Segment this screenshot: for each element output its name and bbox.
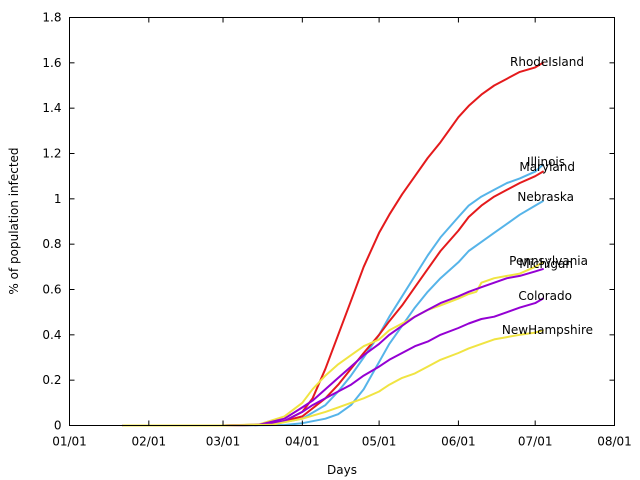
series-label-michigan: Michigan xyxy=(519,257,573,271)
series-line-michigan xyxy=(122,268,544,427)
y-tick-label: 1.6 xyxy=(42,56,61,70)
series-line-pennsylvania xyxy=(122,261,544,427)
y-tick-label: 0.4 xyxy=(42,328,61,342)
y-tick-label: 1.8 xyxy=(42,11,61,25)
series-line-nebraska xyxy=(122,200,544,427)
x-axis-label: Days xyxy=(327,463,357,477)
series-label-rhodeisland: RhodeIsland xyxy=(510,55,584,69)
x-tick-label: 08/01 xyxy=(597,435,632,449)
y-tick-label: 0.6 xyxy=(42,283,61,297)
series-label-nebraska: Nebraska xyxy=(517,190,574,204)
x-tick-label: 07/01 xyxy=(518,435,553,449)
x-tick-label: 03/01 xyxy=(206,435,241,449)
series-label-pennsylvania: Pennsylvania xyxy=(509,254,588,268)
y-axis-label: % of population infected xyxy=(7,147,21,294)
axes-layer: 0 0.2 0.4 0.6 0.8 1 1.2 1.4 1.6 1.8 01/01 02/01 03/0… xyxy=(42,11,631,449)
y-tick-label: 1.4 xyxy=(42,101,61,115)
series-layer xyxy=(122,61,544,427)
series-label-illinois: Illinois xyxy=(527,155,565,169)
x-tick-label: 06/01 xyxy=(441,435,476,449)
y-tick-label: 1.2 xyxy=(42,147,61,161)
series-line-newhampshire xyxy=(122,329,544,427)
x-tick-label: 01/01 xyxy=(52,435,87,449)
series-label-newhampshire: NewHampshire xyxy=(502,323,593,337)
y-tick-label: 1 xyxy=(54,192,62,206)
series-label-maryland: Maryland xyxy=(519,160,575,174)
y-tick-label: 0.8 xyxy=(42,237,61,251)
y-tick-label: 0 xyxy=(54,419,62,433)
x-tick-label: 02/01 xyxy=(132,435,167,449)
plot-frame xyxy=(69,17,615,426)
series-label-colorado: Colorado xyxy=(518,289,572,303)
x-tick-label: 05/01 xyxy=(362,435,397,449)
series-line-colorado xyxy=(122,297,544,427)
series-line-illinois xyxy=(122,163,544,427)
x-tick-label: 04/01 xyxy=(285,435,320,449)
series-line-maryland xyxy=(122,170,544,427)
y-tick-label: 0.2 xyxy=(42,373,61,387)
